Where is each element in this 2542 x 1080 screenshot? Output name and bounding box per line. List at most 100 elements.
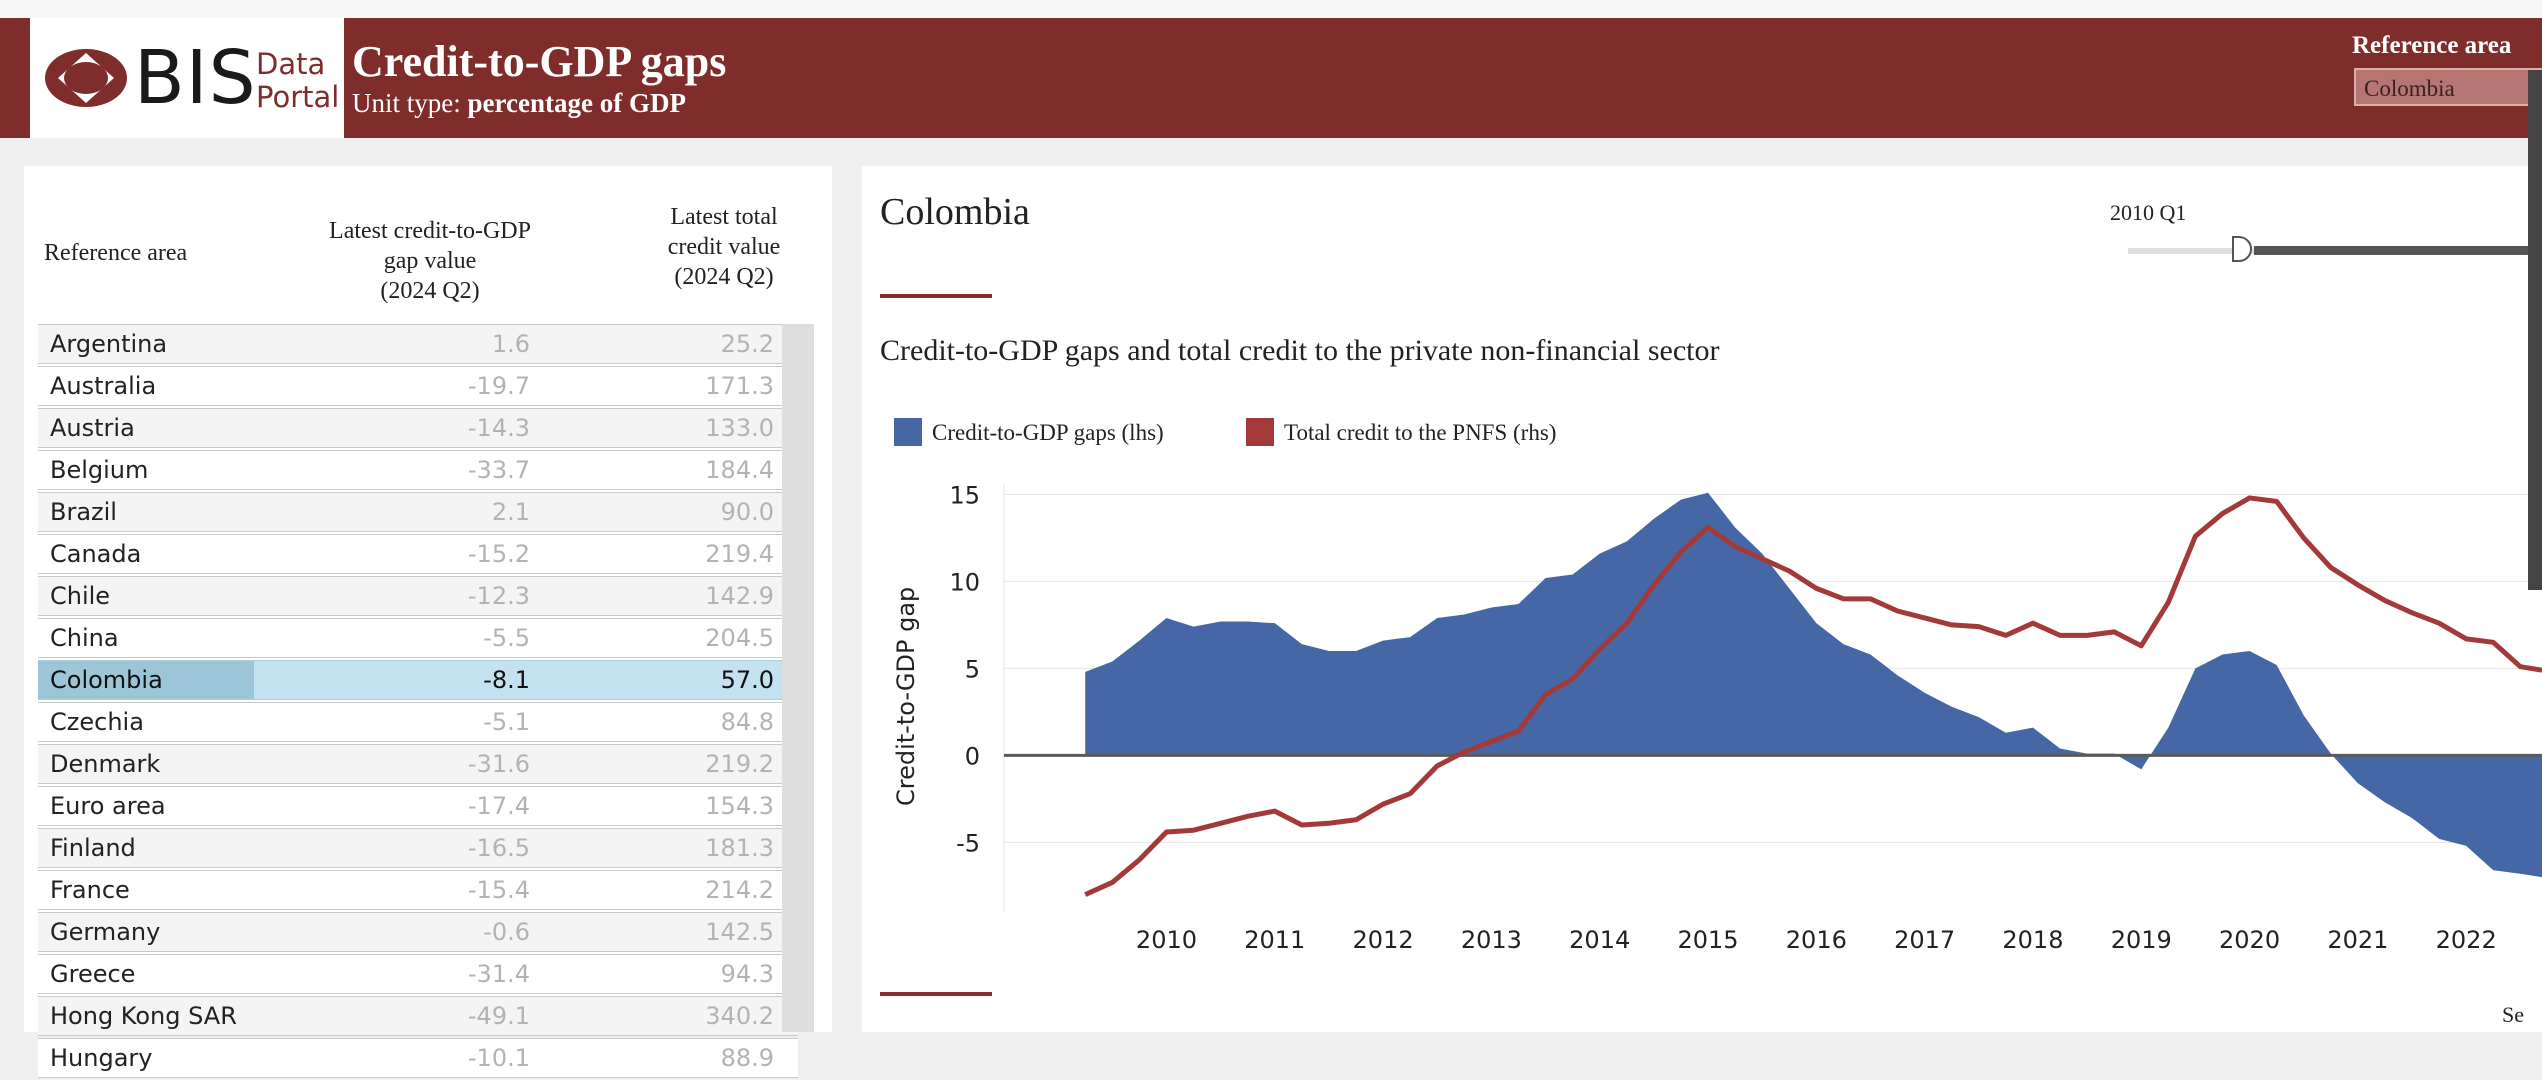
table-row[interactable]: Belgium -33.7 184.4 (38, 450, 798, 490)
cell-reference-area: Denmark (50, 750, 161, 778)
col-header-credit[interactable]: Latest total credit value (2024 Q2) (624, 202, 824, 292)
window-edge-scrollbar[interactable] (2528, 70, 2542, 590)
title-accent-line (880, 294, 992, 298)
x-tick-label: 2011 (1244, 926, 1305, 954)
cell-credit-value: 214.2 (705, 876, 774, 904)
cell-credit-value: 154.3 (705, 792, 774, 820)
cell-gap-value: -15.4 (467, 876, 530, 904)
table-row[interactable]: Canada -15.2 219.4 (38, 534, 798, 574)
cell-reference-area: France (50, 876, 130, 904)
selected-row-highlight (38, 661, 254, 699)
x-tick-label: 2014 (1569, 926, 1630, 954)
cell-gap-value: -15.2 (467, 540, 530, 568)
reference-area-select[interactable]: Colombia (2354, 68, 2542, 106)
y-tick-label: 5 (965, 655, 980, 683)
x-tick-label: 2016 (1786, 926, 1847, 954)
unit-type: Unit type: percentage of GDP (352, 88, 686, 119)
logo-sub-line2: Portal (256, 80, 340, 114)
cell-credit-value: 25.2 (720, 330, 774, 358)
cell-gap-value: -8.1 (483, 666, 530, 694)
browser-top-strip (0, 0, 2542, 19)
x-tick-label: 2022 (2436, 926, 2497, 954)
table-row[interactable]: Finland -16.5 181.3 (38, 828, 798, 868)
table-row[interactable]: Australia -19.7 171.3 (38, 366, 798, 406)
cell-credit-value: 340.2 (705, 1002, 774, 1030)
table-row[interactable]: France -15.4 214.2 (38, 870, 798, 910)
detail-panel: Colombia 2010 Q1 Credit-to-GDP gaps and … (862, 166, 2542, 1032)
legend-item-gaps[interactable]: Credit-to-GDP gaps (lhs) (894, 418, 1164, 446)
cell-reference-area: China (50, 624, 119, 652)
legend-item-credit[interactable]: Total credit to the PNFS (rhs) (1246, 418, 1556, 446)
cell-gap-value: -49.1 (467, 1002, 530, 1030)
cell-gap-value: -12.3 (467, 582, 530, 610)
logo-sub-line1: Data (256, 47, 326, 81)
table-row[interactable]: Colombia -8.1 57.0 (38, 660, 798, 700)
cell-reference-area: Euro area (50, 792, 166, 820)
date-slider-range[interactable] (2254, 246, 2542, 255)
cell-gap-value: -33.7 (467, 456, 530, 484)
cell-credit-value: 219.2 (705, 750, 774, 778)
cell-credit-value: 142.9 (705, 582, 774, 610)
cell-credit-value: 219.4 (705, 540, 774, 568)
col-header-gap-line3: (2024 Q2) (380, 278, 480, 304)
cell-gap-value: -14.3 (467, 414, 530, 442)
x-tick-label: 2020 (2219, 926, 2280, 954)
cell-credit-value: 142.5 (705, 918, 774, 946)
country-table-panel: Reference area Latest credit-to-GDP gap … (24, 166, 832, 1078)
cell-gap-value: -31.6 (467, 750, 530, 778)
cell-gap-value: 1.6 (491, 330, 530, 358)
cell-reference-area: Canada (50, 540, 142, 568)
table-row[interactable]: Argentina 1.6 25.2 (38, 324, 798, 364)
table-row[interactable]: China -5.5 204.5 (38, 618, 798, 658)
table-row[interactable]: Hungary -10.1 88.9 (38, 1038, 798, 1078)
x-tick-label: 2019 (2111, 926, 2172, 954)
table-row[interactable]: Brazil 2.1 90.0 (38, 492, 798, 532)
x-tick-label: 2017 (1894, 926, 1955, 954)
x-tick-label: 2018 (2002, 926, 2063, 954)
legend-swatch-gaps (894, 418, 922, 446)
partial-text: Se (2502, 1002, 2524, 1027)
legend-swatch-credit (1246, 418, 1274, 446)
cell-credit-value: 88.9 (720, 1044, 774, 1072)
bis-logo-mark-icon (45, 49, 127, 107)
table-row[interactable]: Greece -31.4 94.3 (38, 954, 798, 994)
col-header-reference-area[interactable]: Reference area (44, 240, 188, 266)
col-header-gap-line1: Latest credit-to-GDP (329, 218, 531, 244)
table-row[interactable]: Czechia -5.1 84.8 (38, 702, 798, 742)
table-row[interactable]: Austria -14.3 133.0 (38, 408, 798, 448)
table-row[interactable]: Euro area -17.4 154.3 (38, 786, 798, 826)
y-tick-label: 0 (965, 742, 980, 770)
x-tick-label: 2021 (2327, 926, 2388, 954)
cell-gap-value: 2.1 (491, 498, 530, 526)
cell-gap-value: -5.5 (483, 624, 530, 652)
col-header-gap-line2: gap value (383, 248, 477, 274)
bis-logo[interactable]: BIS Data Portal (30, 18, 344, 138)
cell-credit-value: 57.0 (720, 666, 774, 694)
col-header-credit-line1: Latest total (670, 204, 778, 230)
cell-credit-value: 184.4 (705, 456, 774, 484)
table-row[interactable]: Hong Kong SAR -49.1 340.2 (38, 996, 798, 1036)
cell-gap-value: -17.4 (467, 792, 530, 820)
cell-reference-area: Hong Kong SAR (50, 1002, 237, 1030)
cell-credit-value: 133.0 (705, 414, 774, 442)
cell-reference-area: Czechia (50, 708, 144, 736)
cell-reference-area: Chile (50, 582, 111, 610)
y-tick-label: 10 (949, 568, 980, 596)
table-row[interactable]: Chile -12.3 142.9 (38, 576, 798, 616)
y-tick-label: 15 (949, 481, 980, 509)
chart-title: Credit-to-GDP gaps and total credit to t… (880, 334, 1720, 367)
logo-subtitle: Data Portal (256, 48, 339, 114)
cell-credit-value: 204.5 (705, 624, 774, 652)
cell-gap-value: -31.4 (467, 960, 530, 988)
table-row[interactable]: Germany -0.6 142.5 (38, 912, 798, 952)
cell-reference-area: Greece (50, 960, 136, 988)
date-slider-handle[interactable] (2232, 236, 2252, 262)
table-scrollbar[interactable] (782, 324, 814, 1032)
table-row[interactable]: Denmark -31.6 219.2 (38, 744, 798, 784)
y-tick-label: -5 (956, 829, 980, 857)
country-table-body: Argentina 1.6 25.2 Australia -19.7 171.3 Austr… (38, 324, 798, 1080)
col-header-gap[interactable]: Latest credit-to-GDP gap value (2024 Q2) (280, 216, 580, 306)
credit-gap-chart: 15 10 5 0 -5 2010 2011 2012 2013 2014 2015 2016 2017… (949, 481, 2542, 954)
cell-credit-value: 171.3 (705, 372, 774, 400)
footer-accent-line (880, 992, 992, 996)
